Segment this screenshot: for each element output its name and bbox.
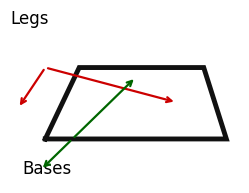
Text: Legs: Legs xyxy=(10,10,49,28)
Text: Bases: Bases xyxy=(22,160,72,178)
